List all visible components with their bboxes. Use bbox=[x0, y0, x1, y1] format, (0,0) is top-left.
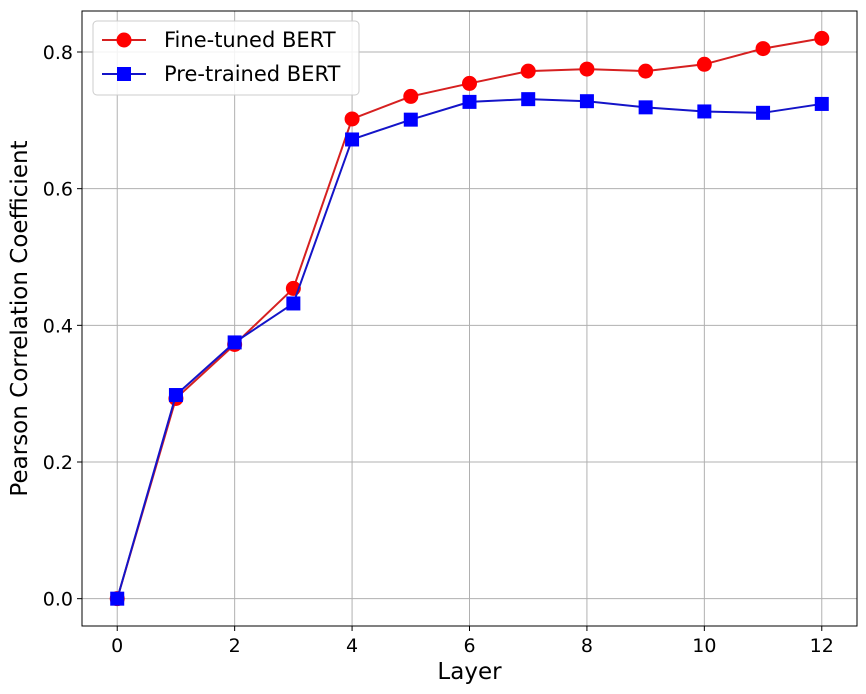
y-tick-label: 0.2 bbox=[43, 452, 73, 474]
x-tick-label: 12 bbox=[810, 635, 834, 657]
x-axis-label: Layer bbox=[437, 659, 502, 685]
data-point bbox=[286, 296, 301, 311]
data-point bbox=[697, 104, 712, 119]
x-tick-label: 6 bbox=[463, 635, 475, 657]
legend-marker bbox=[117, 67, 131, 81]
data-point bbox=[403, 112, 418, 127]
x-tick-label: 8 bbox=[581, 635, 593, 657]
y-tick-label: 0.4 bbox=[43, 315, 73, 337]
data-point bbox=[345, 132, 360, 147]
data-point bbox=[638, 63, 654, 79]
data-point bbox=[696, 56, 712, 72]
data-point bbox=[110, 591, 125, 606]
y-tick-label: 0.6 bbox=[43, 179, 73, 201]
y-axis-label: Pearson Correlation Coefficient bbox=[7, 140, 33, 496]
data-point bbox=[344, 111, 360, 127]
data-point bbox=[756, 105, 771, 120]
x-tick-label: 0 bbox=[111, 635, 123, 657]
data-point bbox=[638, 100, 653, 115]
legend-marker bbox=[116, 32, 132, 48]
legend: Fine-tuned BERT Pre-trained BERT bbox=[92, 20, 360, 96]
data-point bbox=[462, 94, 477, 109]
legend-item: Fine-tuned BERT bbox=[102, 28, 336, 52]
x-tick-label: 2 bbox=[229, 635, 241, 657]
legend-box bbox=[92, 20, 360, 96]
data-point bbox=[520, 63, 536, 79]
y-tick-label: 0.8 bbox=[43, 42, 73, 64]
data-point bbox=[521, 92, 536, 107]
data-point bbox=[227, 335, 242, 350]
series-2 bbox=[110, 92, 829, 606]
y-axis-ticks: 0.0 0.2 0.4 0.6 0.8 bbox=[43, 42, 82, 611]
legend-label: Pre-trained BERT bbox=[164, 62, 341, 86]
data-point bbox=[462, 75, 477, 91]
data-point bbox=[403, 88, 419, 104]
legend-item: Pre-trained BERT bbox=[102, 62, 341, 86]
data-point bbox=[755, 41, 771, 57]
x-tick-label: 4 bbox=[346, 635, 358, 657]
x-tick-label: 10 bbox=[692, 635, 716, 657]
legend-label: Fine-tuned BERT bbox=[164, 28, 336, 52]
x-axis-ticks: 0 2 4 6 8 10 12 bbox=[111, 626, 834, 657]
y-tick-label: 0.0 bbox=[43, 589, 73, 611]
data-point bbox=[579, 61, 595, 77]
data-point bbox=[579, 94, 594, 109]
series-layer bbox=[109, 30, 830, 607]
data-point bbox=[814, 96, 829, 111]
legend-items: Fine-tuned BERT Pre-trained BERT bbox=[102, 28, 341, 86]
data-point bbox=[168, 388, 183, 403]
data-point bbox=[814, 30, 830, 46]
